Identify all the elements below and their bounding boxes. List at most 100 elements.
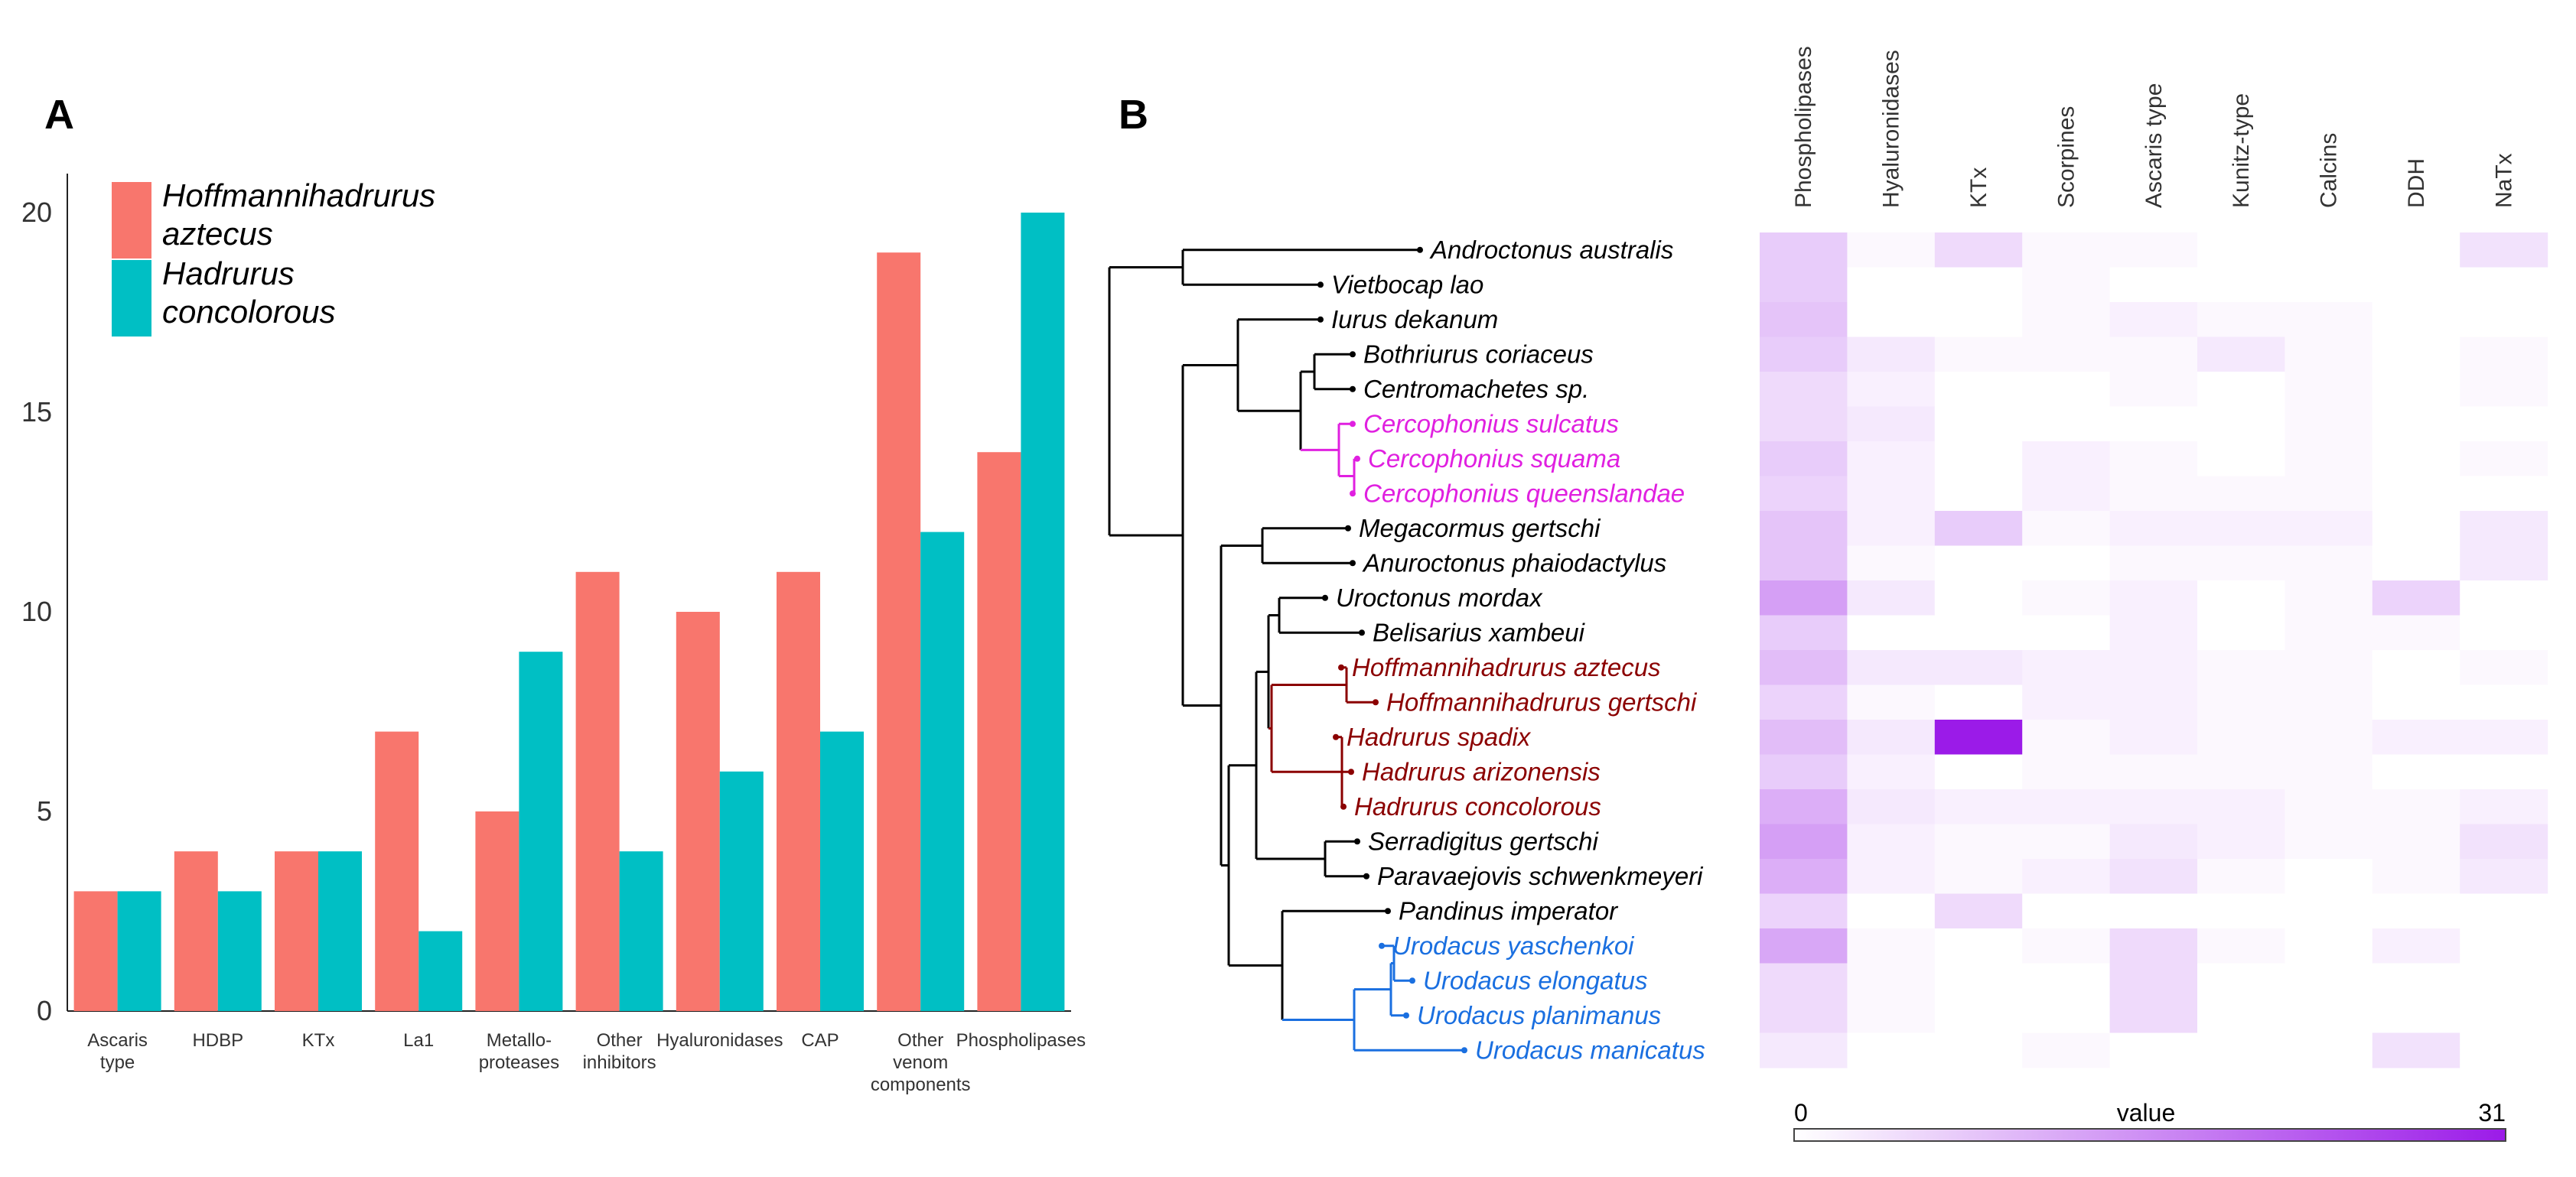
species-label: Cercophonius sulcatus (1363, 409, 1619, 437)
heatmap-cell (2197, 928, 2285, 964)
heatmap-cell (2372, 232, 2460, 268)
heatmap-cell (2285, 267, 2373, 303)
heatmap-cell (2022, 441, 2111, 477)
tip-marker (1348, 769, 1354, 775)
heatmap-cell (2109, 684, 2198, 720)
heatmap-cell (1934, 789, 2023, 825)
species-label: Paravaejovis schwenkmeyeri (1377, 862, 1704, 890)
column-header: DDH (2404, 158, 2429, 208)
category-label: HDBP (192, 1030, 243, 1051)
heatmap-cell (2460, 302, 2548, 338)
heatmap-cell (1847, 928, 1936, 964)
heatmap-cell (2372, 998, 2460, 1034)
heatmap-cell (2285, 859, 2373, 895)
heatmap-cell (1847, 963, 1936, 999)
bar (977, 452, 1021, 1011)
heatmap-cell (2022, 511, 2111, 547)
heatmap-cell (2022, 372, 2111, 408)
heatmap-cell (1934, 580, 2023, 616)
category-label: Other venom components (871, 1030, 971, 1095)
tip-marker (1385, 908, 1391, 915)
heatmap-cell (2109, 545, 2198, 581)
species-label: Iurus dekanum (1331, 305, 1498, 333)
heatmap-cell (2022, 302, 2111, 338)
heatmap-cell (2022, 476, 2111, 512)
tip-marker (1322, 594, 1328, 601)
heatmap-cell (1760, 545, 1848, 581)
heatmap-cell (1760, 824, 1848, 860)
species-label: Bothriurus coriaceus (1363, 340, 1594, 368)
heatmap-cell (1760, 476, 1848, 512)
y-tick-label: 0 (37, 995, 52, 1026)
heatmap-cell (2372, 372, 2460, 408)
heatmap-cell (2460, 859, 2548, 895)
heatmap-cell (2109, 754, 2198, 790)
heatmap-cell (1847, 232, 1936, 268)
heatmap-cell (1760, 859, 1848, 895)
legend-label: Hoffmannihadrurus aztecus (162, 177, 435, 252)
heatmap-cell (1934, 893, 2023, 929)
category-label: Metallo-proteases (479, 1030, 559, 1073)
heatmap-cell (2197, 372, 2285, 408)
tip-marker (1350, 351, 1356, 358)
bar (73, 891, 118, 1011)
species-label: Urodacus elongatus (1423, 966, 1648, 994)
heatmap-cell (2372, 476, 2460, 512)
heatmap-cell (2460, 893, 2548, 929)
heatmap-cell (2285, 511, 2373, 547)
heatmap-cell (2022, 545, 2111, 581)
heatmap-cell (1760, 372, 1848, 408)
heatmap-cell (1847, 998, 1936, 1034)
heatmap-cell (2285, 1032, 2373, 1068)
tip-marker (1461, 1047, 1467, 1054)
heatmap-cell (1934, 337, 2023, 372)
heatmap-cell (1934, 615, 2023, 651)
heatmap-cell (1934, 754, 2023, 790)
species-label: Belisarius xambeui (1373, 618, 1586, 646)
heatmap-cell (2109, 998, 2198, 1034)
colorbar-max-label: 31 (2478, 1099, 2506, 1127)
heatmap-cell (2109, 893, 2198, 929)
heatmap-cell (2109, 441, 2198, 477)
heatmap-cell (2460, 511, 2548, 547)
species-label: Pandinus imperator (1399, 896, 1619, 925)
heatmap-cell (2197, 789, 2285, 825)
heatmap-cell (1934, 406, 2023, 442)
heatmap-cell (2197, 998, 2285, 1034)
heatmap-cell (2285, 476, 2373, 512)
category-label: CAP (801, 1030, 839, 1051)
heatmap-cell (1847, 511, 1936, 547)
bar (877, 252, 921, 1011)
heatmap-cell (2022, 824, 2111, 860)
bar (275, 851, 318, 1011)
tip-marker (1354, 455, 1360, 462)
heatmap-cell (2372, 580, 2460, 616)
heatmap-cell (1847, 372, 1936, 408)
heatmap-cell (1847, 406, 1936, 442)
legend-swatch (112, 260, 151, 337)
species-label: Urodacus manicatus (1475, 1036, 1705, 1064)
panel-a-label: A (44, 92, 74, 138)
tip-marker (1350, 421, 1356, 428)
heatmap-cell (2372, 302, 2460, 338)
heatmap-cell (1760, 406, 1848, 442)
heatmap-cell (2285, 650, 2373, 686)
heatmap-cell (2022, 893, 2111, 929)
heatmap-cell (2197, 441, 2285, 477)
heatmap-cell (2285, 963, 2373, 999)
category-label: Other inhibitors (583, 1030, 656, 1073)
heatmap-cell (2460, 545, 2548, 581)
heatmap-cell (1847, 859, 1936, 895)
heatmap-cell (2109, 963, 2198, 999)
bar (519, 652, 563, 1011)
heatmap-cell (1760, 1032, 1848, 1068)
heatmap-cell (2372, 1032, 2460, 1068)
column-header: Scorpines (2053, 106, 2079, 208)
heatmap-cell (1847, 754, 1936, 790)
heatmap-cell (1847, 824, 1936, 860)
heatmap-cell (2285, 232, 2373, 268)
column-header: Ascaris type (2141, 83, 2167, 208)
colorbar-min-label: 0 (1794, 1099, 1808, 1127)
heatmap-cell (2372, 684, 2460, 720)
